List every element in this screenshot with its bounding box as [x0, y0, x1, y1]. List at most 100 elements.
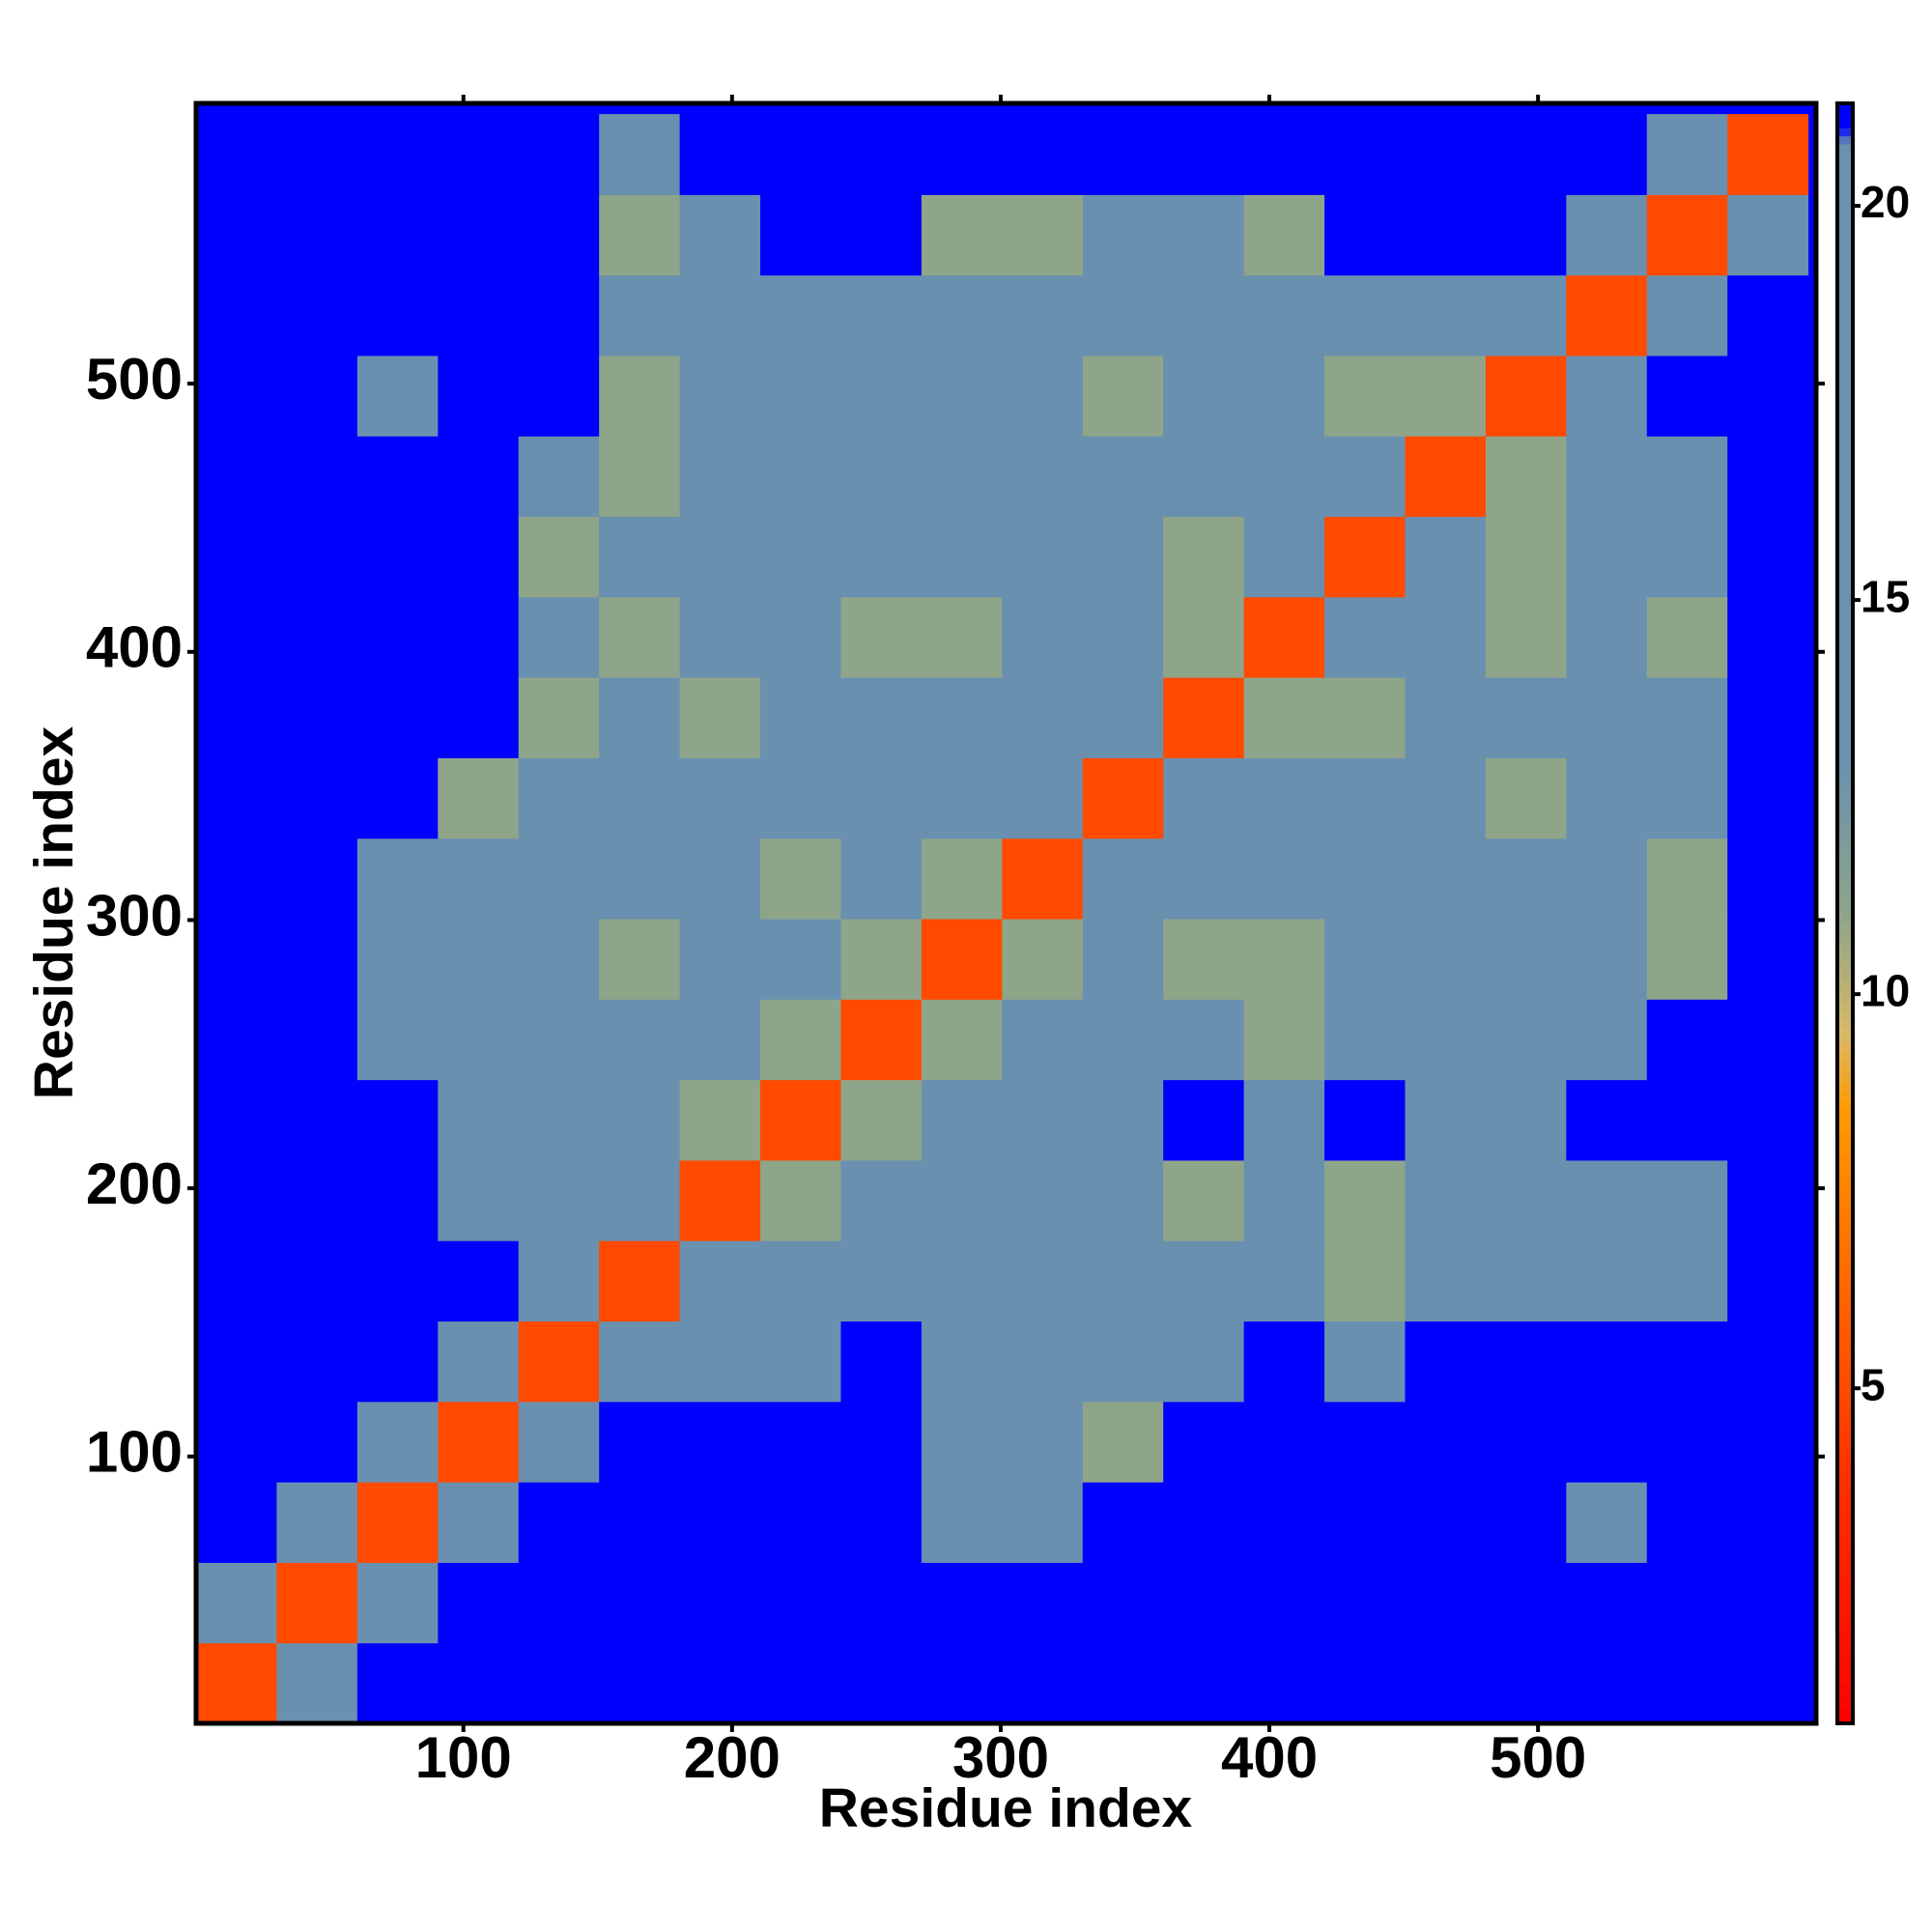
heatmap-cell: [438, 838, 520, 920]
colorbar-segment: [1837, 638, 1853, 647]
heatmap-cell: [1243, 114, 1325, 195]
heatmap-cell: [1566, 274, 1648, 356]
colorbar-segment: [1837, 872, 1853, 882]
colorbar-segment: [1837, 411, 1853, 420]
x-tick-label: 400: [1221, 1725, 1318, 1790]
heatmap-cell: [356, 838, 439, 920]
colorbar-segment: [1837, 929, 1853, 939]
heatmap-cell: [1243, 1079, 1325, 1161]
heatmap-cell: [196, 194, 277, 276]
colorbar-segment: [1837, 549, 1853, 558]
colorbar-segment: [1837, 540, 1853, 550]
plot-frame: [193, 100, 1819, 1726]
heatmap-cell: [921, 436, 1003, 518]
heatmap-cell: [1163, 1321, 1245, 1403]
heatmap-cell: [438, 1159, 520, 1241]
heatmap-cell: [1405, 838, 1487, 920]
colorbar-segment: [1837, 265, 1853, 274]
heatmap-cell: [1485, 1642, 1567, 1724]
heatmap-cell: [1163, 1159, 1245, 1241]
colorbar-segment: [1837, 1188, 1853, 1198]
heatmap-cell: [1163, 1401, 1245, 1483]
heatmap-cell: [1163, 999, 1245, 1081]
colorbar-segment: [1837, 1293, 1853, 1303]
heatmap-cell: [1002, 1321, 1084, 1403]
y-tick-label: 400: [86, 615, 183, 680]
colorbar-segment: [1837, 111, 1853, 121]
heatmap-cell: [840, 1159, 923, 1241]
heatmap-cell: [1485, 1079, 1567, 1161]
heatmap-cell: [840, 1079, 923, 1161]
heatmap-cell: [1405, 1642, 1487, 1724]
heatmap-cell: [1566, 516, 1648, 598]
heatmap-cell: [1324, 596, 1406, 678]
heatmap-cell: [438, 194, 520, 276]
heatmap-cell: [1002, 1482, 1084, 1563]
colorbar-segment: [1837, 103, 1853, 112]
heatmap-cell: [1646, 1642, 1728, 1724]
colorbar-segment: [1837, 791, 1853, 801]
heatmap-cell: [1324, 194, 1406, 276]
heatmap-cell: [1163, 1482, 1245, 1563]
colorbar-segment: [1837, 832, 1853, 841]
colorbar-segment: [1837, 896, 1853, 906]
heatmap-cell: [276, 516, 358, 598]
heatmap-cell: [1405, 596, 1487, 678]
colorbar-segment: [1837, 176, 1853, 185]
heatmap-cell: [1566, 1401, 1648, 1483]
heatmap-cell: [679, 838, 761, 920]
heatmap-cell: [679, 677, 761, 758]
heatmap-cell: [921, 1562, 1003, 1644]
heatmap-cell: [1082, 919, 1164, 1000]
heatmap-cell: [276, 838, 358, 920]
heatmap-cell: [1243, 1562, 1325, 1644]
heatmap-cell: [1727, 114, 1809, 195]
heatmap-cell: [1163, 1079, 1245, 1161]
colorbar-segment: [1837, 1116, 1853, 1125]
heatmap-cell: [1324, 838, 1406, 920]
heatmap-cell: [1646, 1401, 1728, 1483]
heatmap-cell: [276, 1159, 358, 1241]
heatmap-cell: [196, 1159, 277, 1241]
colorbar-segment: [1837, 848, 1853, 858]
heatmap-cell: [921, 919, 1003, 1000]
heatmap-cell: [1646, 355, 1728, 437]
heatmap-cell: [1727, 677, 1809, 758]
heatmap-cell: [1646, 1240, 1728, 1322]
heatmap-cell: [1485, 1321, 1567, 1403]
heatmap-cell: [599, 274, 681, 356]
heatmap-cell: [1405, 677, 1487, 758]
heatmap-cell: [276, 757, 358, 839]
heatmap-cell: [1002, 677, 1084, 758]
heatmap-cell: [760, 516, 841, 598]
colorbar-segment: [1837, 1286, 1853, 1295]
heatmap-cell: [276, 355, 358, 437]
colorbar-segment: [1837, 1537, 1853, 1547]
heatmap-cell: [840, 677, 923, 758]
heatmap-cell: [921, 757, 1003, 839]
heatmap-cell: [1243, 1482, 1325, 1563]
heatmap-cell: [1405, 999, 1487, 1081]
colorbar-segment: [1837, 289, 1853, 298]
heatmap-cell: [438, 999, 520, 1081]
heatmap-cell: [1324, 1482, 1406, 1563]
colorbar-segment: [1837, 978, 1853, 987]
colorbar-segment: [1837, 152, 1853, 161]
heatmap-cell: [679, 1240, 761, 1322]
colorbar-segment: [1837, 1561, 1853, 1571]
heatmap-cell: [1727, 999, 1809, 1081]
heatmap-cell: [1163, 516, 1245, 598]
colorbar-segment: [1837, 605, 1853, 614]
x-tick-label: 300: [952, 1725, 1049, 1790]
heatmap-cell: [196, 1482, 277, 1563]
x-tick-label: 500: [1490, 1725, 1586, 1790]
heatmap-cell: [1485, 838, 1567, 920]
heatmap-cell: [1405, 1482, 1487, 1563]
heatmap-cell: [276, 919, 358, 1000]
colorbar-segment: [1837, 468, 1853, 477]
heatmap-cell: [760, 596, 841, 678]
y-tick-label: 100: [86, 1420, 183, 1485]
colorbar-segment: [1837, 645, 1853, 655]
colorbar-segment: [1837, 459, 1853, 469]
heatmap-cell: [438, 274, 520, 356]
